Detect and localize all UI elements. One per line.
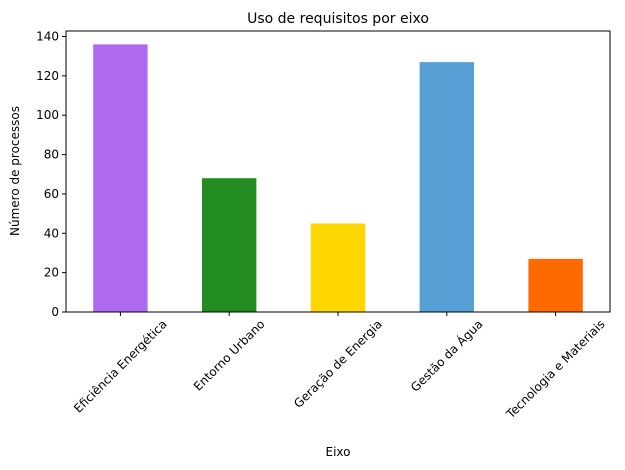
chart-title: Uso de requisitos por eixo xyxy=(247,11,429,27)
x-axis-label: Eixo xyxy=(326,445,351,459)
y-tick-label: 120 xyxy=(36,69,59,83)
y-tick-label: 80 xyxy=(44,148,59,162)
x-tick-label: Tecnologia e Materiais xyxy=(503,317,608,422)
bar xyxy=(419,62,474,313)
y-tick-label: 0 xyxy=(51,305,59,319)
y-tick-label: 140 xyxy=(36,30,59,44)
bar xyxy=(93,44,148,312)
y-tick-label: 100 xyxy=(36,108,59,122)
x-tick-label: Eficiência Energética xyxy=(71,317,170,416)
y-tick-label: 60 xyxy=(44,187,59,201)
bar xyxy=(528,258,583,312)
x-tick-label: Entorno Urbano xyxy=(191,317,268,394)
bar xyxy=(310,223,366,312)
axes-frame xyxy=(65,30,611,313)
y-tick-label: 40 xyxy=(44,226,59,240)
x-tick-label: Gestão da Água xyxy=(407,316,485,394)
bar xyxy=(202,178,257,312)
x-tick-label: Geração de Energia xyxy=(291,317,385,411)
y-tick-label: 20 xyxy=(44,266,59,280)
y-axis-label: Número de processos xyxy=(8,106,22,236)
